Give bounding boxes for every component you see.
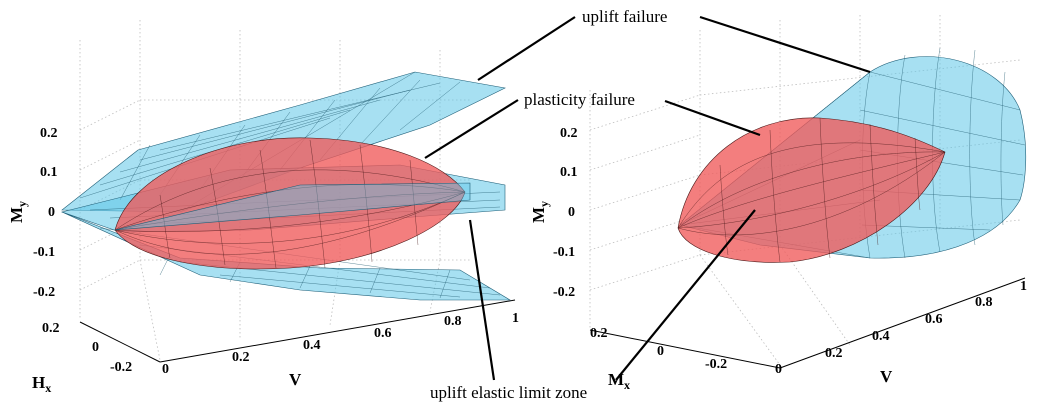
left-vtick: 0.4 (303, 338, 321, 353)
left-vtick: 0.8 (444, 314, 462, 329)
annotation-uplift-elastic: uplift elastic limit zone (430, 383, 587, 402)
right-ylabel: My (529, 201, 551, 223)
right-vtick: 0.4 (872, 329, 890, 344)
left-ylabel: My (7, 201, 29, 223)
right-m-axis-line (589, 329, 781, 369)
right-ytick: -0.2 (553, 285, 575, 300)
right-plasticity-mesh (677, 117, 946, 263)
left-v-axis-line (159, 299, 516, 363)
right-mtick: -0.2 (705, 357, 727, 372)
right-v-axis-line (779, 277, 1026, 369)
left-ytick: 0 (48, 205, 55, 220)
right-plot: 0.2 0.1 0 -0.1 -0.2 My 0 0.2 0.4 0.6 0.8… (529, 15, 1027, 392)
right-vtick: 1 (1020, 279, 1027, 294)
right-ytick: 0 (568, 205, 575, 220)
right-ytick: -0.1 (553, 245, 575, 260)
left-zlabel: Hx (32, 373, 51, 395)
right-vtick: 0.6 (925, 312, 943, 327)
leader-plasticity-right (664, 99, 761, 137)
left-ytick: 0.2 (40, 126, 58, 141)
left-uplift-strip (114, 182, 471, 231)
left-h-ticks: 0.2 0 -0.2 (42, 321, 132, 375)
left-vtick: 0.2 (232, 350, 250, 365)
left-htick: -0.2 (110, 360, 132, 375)
right-mtick: 0 (657, 344, 664, 359)
left-y-ticks: 0.2 0.1 0 -0.1 -0.2 (33, 126, 58, 300)
right-zlabel: Mx (608, 370, 630, 392)
right-v-ticks: 0 0.2 0.4 0.6 0.8 1 (775, 279, 1027, 377)
right-vtick: 0 (775, 362, 782, 377)
left-ytick: -0.2 (33, 285, 55, 300)
leader-uplift-left (477, 16, 576, 81)
leader-uplift-right (699, 15, 871, 74)
annotation-plasticity-failure: plasticity failure (524, 90, 635, 109)
left-plot: 0.2 0.1 0 -0.1 -0.2 My 0 0.2 0.4 0.6 0.8… (7, 20, 519, 395)
left-htick: 0 (92, 340, 99, 355)
left-htick: 0.2 (42, 321, 60, 336)
right-ytick: 0.1 (560, 165, 578, 180)
left-ytick: -0.1 (33, 245, 55, 260)
left-v-ticks: 0 0.2 0.4 0.6 0.8 1 (162, 311, 519, 377)
right-mtick: 0.2 (590, 326, 608, 341)
left-ytick: 0.1 (40, 165, 58, 180)
right-ytick: 0.2 (560, 126, 578, 141)
left-h-axis-line (79, 321, 161, 363)
right-vtick: 0.2 (825, 346, 843, 361)
leader-elastic-right (615, 209, 756, 381)
left-vtick: 0 (162, 362, 169, 377)
right-vtick: 0.8 (975, 295, 993, 310)
annotations: uplift failure plasticity failure uplift… (424, 7, 871, 402)
left-vtick: 0.6 (374, 326, 392, 341)
annotation-uplift-failure: uplift failure (582, 7, 667, 26)
left-vtick: 1 (512, 311, 519, 326)
left-xlabel: V (289, 370, 302, 389)
right-xlabel: V (880, 367, 893, 386)
leader-elastic-left (468, 219, 496, 381)
right-y-ticks: 0.2 0.1 0 -0.1 -0.2 (553, 126, 578, 300)
leader-plasticity-left (424, 99, 519, 159)
right-m-ticks: 0.2 0 -0.2 (590, 326, 727, 372)
